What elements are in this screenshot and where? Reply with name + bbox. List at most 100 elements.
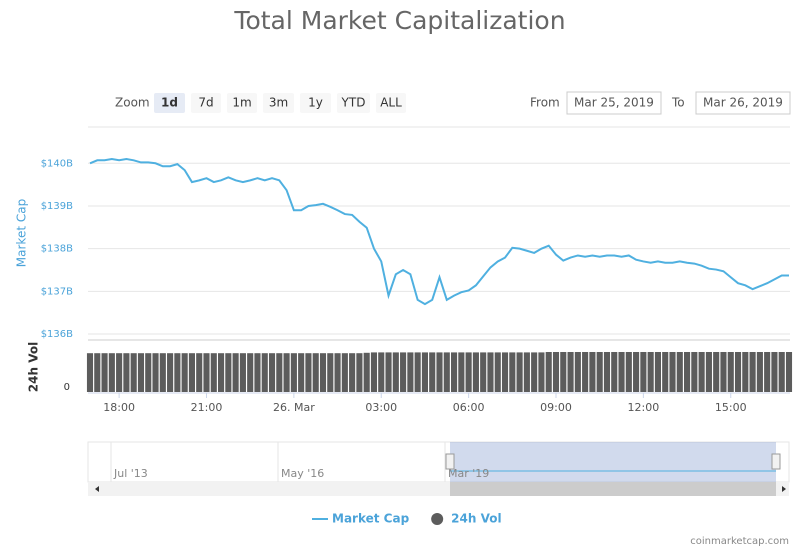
volume-bar (174, 353, 181, 392)
zoom-button[interactable]: YTD (337, 93, 370, 113)
zoom-button-bg[interactable] (300, 93, 331, 113)
zoom-button[interactable]: ALL (376, 93, 406, 113)
volume-bar (552, 352, 560, 392)
volume-bar (363, 352, 370, 392)
volume-bar (705, 352, 712, 392)
volume-bar (538, 352, 545, 392)
scroll-left[interactable] (95, 486, 99, 492)
volume-bar (356, 353, 363, 392)
zoom-button[interactable]: 1y (300, 93, 331, 113)
volume-bar (662, 352, 669, 392)
to-input[interactable] (695, 91, 791, 115)
volume-bar (268, 353, 276, 392)
zoom-button-label[interactable]: 1d (161, 96, 178, 110)
volume-bar (516, 352, 523, 392)
volume-bar (181, 353, 188, 392)
volume-bar (501, 352, 509, 392)
volume-bar (734, 352, 742, 392)
legend-item[interactable]: Market Cap (312, 512, 410, 526)
from-value[interactable]: Mar 25, 2019 (574, 96, 654, 110)
volume-bar (429, 352, 436, 392)
legend-label[interactable]: 24h Vol (451, 512, 501, 526)
volume-bar (451, 352, 458, 392)
volume-bar (669, 352, 676, 392)
zoom-button-label[interactable]: 7d (198, 96, 213, 110)
volume-bar (349, 353, 356, 392)
zoom-button[interactable]: 1d (154, 93, 185, 113)
volume-bar (130, 353, 137, 392)
volume-bar (225, 353, 232, 392)
volume-bar (298, 353, 305, 392)
zoom-button-bg[interactable] (376, 93, 406, 113)
zoom-button[interactable]: 3m (263, 93, 294, 113)
zoom-label: Zoom (115, 96, 150, 110)
to-value[interactable]: Mar 26, 2019 (703, 96, 783, 110)
x-tick-label: 12:00 (628, 401, 660, 414)
zoom-button[interactable]: 1m (227, 93, 257, 113)
volume-bar (94, 353, 101, 392)
zoom-button[interactable]: 7d (191, 93, 221, 113)
volume-bar (400, 352, 407, 392)
volume-bar (494, 352, 501, 392)
volume-bar (785, 352, 793, 392)
volume-bar (727, 352, 734, 392)
volume-bar (545, 352, 552, 392)
from-input[interactable] (566, 91, 662, 115)
volume-bar (742, 352, 749, 392)
zoom-button-label[interactable]: 1m (232, 96, 251, 110)
volume-bar (582, 352, 589, 392)
volume-bar (196, 353, 203, 392)
volume-bar (392, 352, 399, 392)
volume-bar (523, 352, 530, 392)
x-tick-label: 06:00 (453, 401, 485, 414)
volume-bar (574, 352, 581, 392)
volume-bar (254, 353, 261, 392)
zoom-button-bg[interactable] (263, 93, 294, 113)
legend-symbol[interactable] (431, 513, 444, 525)
scrollbar-thumb[interactable] (450, 482, 776, 496)
scroll-right[interactable] (782, 486, 786, 492)
y-tick-label: $139B (41, 201, 73, 212)
volume-bar (633, 352, 640, 392)
volume-bar (378, 352, 385, 392)
volume-bar (414, 352, 421, 392)
volume-bar (137, 353, 145, 392)
zoom-button-bg[interactable] (154, 93, 185, 113)
volume-bar (589, 352, 596, 392)
y-tick-label: $140B (41, 158, 73, 169)
volume-bar (188, 353, 195, 392)
volume-bar (276, 353, 283, 392)
legend-label[interactable]: Market Cap (332, 512, 410, 526)
navigator-selection[interactable] (450, 442, 776, 482)
volume-bar (159, 353, 166, 392)
volume-bar (232, 353, 239, 392)
y-tick-label: $137B (41, 286, 73, 297)
zoom-button-label[interactable]: 1y (308, 96, 323, 110)
volume-bar (370, 352, 378, 392)
zoom-button-bg[interactable] (227, 93, 257, 113)
volume-bar (203, 353, 210, 392)
navigator-frame (87, 441, 790, 483)
volume-bar (218, 353, 225, 392)
volume-bar (509, 352, 516, 392)
volume-bar (421, 352, 428, 392)
volume-bar (290, 353, 297, 392)
x-tick-label: 15:00 (715, 401, 747, 414)
zoom-button-label[interactable]: YTD (341, 96, 366, 110)
navigator-handle[interactable] (771, 453, 781, 470)
y2-tick-label: 0 (64, 382, 70, 393)
zoom-button-label[interactable]: 3m (269, 96, 288, 110)
market-cap-line (89, 157, 789, 306)
navigator-handle[interactable] (445, 453, 455, 470)
zoom-button-label[interactable]: ALL (380, 96, 402, 110)
volume-bar (647, 352, 654, 392)
volume-bar (560, 352, 567, 392)
legend-item[interactable]: 24h Vol (431, 512, 502, 526)
volume-bar (407, 352, 414, 392)
volume-bar (436, 352, 443, 392)
zoom-button-bg[interactable] (191, 93, 221, 113)
volume-bar (611, 352, 618, 392)
volume-bar (472, 352, 479, 392)
zoom-button-bg[interactable] (337, 93, 370, 113)
